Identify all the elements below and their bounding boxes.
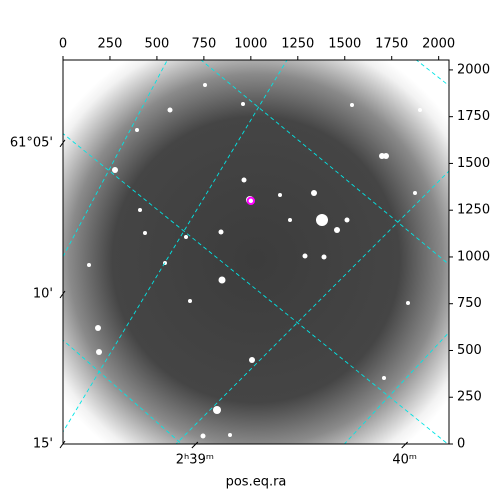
star	[87, 263, 91, 267]
x-tick-label: 1750	[375, 37, 408, 52]
star	[138, 208, 142, 212]
star	[311, 190, 317, 196]
x-tick-label: 750	[191, 37, 216, 52]
star	[383, 153, 389, 159]
y-tick-label: 750	[457, 296, 482, 311]
star	[167, 107, 173, 113]
dec-tick-label: 10'	[33, 286, 53, 301]
x-tick-label: 500	[145, 37, 170, 52]
star	[188, 299, 192, 303]
star	[143, 231, 147, 235]
y-tick-label: 1250	[457, 203, 490, 218]
y-tick-label: 0	[457, 437, 465, 452]
star	[241, 102, 245, 106]
x-tick-label: 250	[98, 37, 123, 52]
x-tick-label: 1500	[328, 37, 361, 52]
star	[96, 349, 102, 355]
ra-tick-label: 2ʰ39ᵐ	[176, 453, 214, 468]
star	[382, 376, 386, 380]
y-tick-label: 250	[457, 390, 482, 405]
star	[241, 177, 247, 183]
star	[228, 433, 232, 437]
star	[334, 227, 340, 233]
x-tick-label: 0	[59, 37, 67, 52]
star	[344, 217, 350, 223]
star	[321, 254, 327, 260]
star	[218, 276, 226, 284]
star	[249, 357, 255, 363]
dec-tick-label: 15'	[33, 437, 53, 452]
dec-tick	[59, 440, 66, 449]
frame	[62, 59, 450, 445]
y-tick-label: 2000	[457, 62, 490, 77]
star	[288, 218, 292, 222]
y-tick-label: 1000	[457, 249, 490, 264]
y-tick-label: 500	[457, 343, 482, 358]
x-tick-label: 1250	[281, 37, 314, 52]
star	[350, 103, 354, 107]
x-tick-label: 1000	[234, 37, 267, 52]
ra-tick	[401, 441, 409, 449]
star	[406, 301, 410, 305]
marker	[246, 196, 256, 206]
wcs-grid	[63, 60, 449, 444]
star	[95, 325, 101, 331]
star	[278, 193, 282, 197]
star	[213, 406, 221, 414]
dec-tick	[59, 139, 66, 148]
dec-tick-label: 61°05'	[10, 135, 53, 150]
sky-image	[63, 60, 449, 444]
star	[218, 229, 224, 235]
star	[316, 214, 328, 226]
x-tick-label: 2000	[422, 37, 455, 52]
ra-tick	[191, 441, 199, 449]
star	[413, 191, 417, 195]
ra-tick-label: 40ᵐ	[392, 453, 417, 468]
stars	[87, 83, 422, 439]
star	[418, 108, 422, 112]
dec-tick	[59, 290, 66, 299]
y-tick-label: 1750	[457, 109, 490, 124]
star	[302, 253, 308, 259]
star	[200, 433, 206, 439]
star	[135, 128, 139, 132]
star	[184, 235, 188, 239]
star	[112, 167, 118, 173]
x-axis-label: pos.eq.ra	[226, 475, 287, 490]
star	[203, 83, 207, 87]
y-tick-label: 1500	[457, 156, 490, 171]
